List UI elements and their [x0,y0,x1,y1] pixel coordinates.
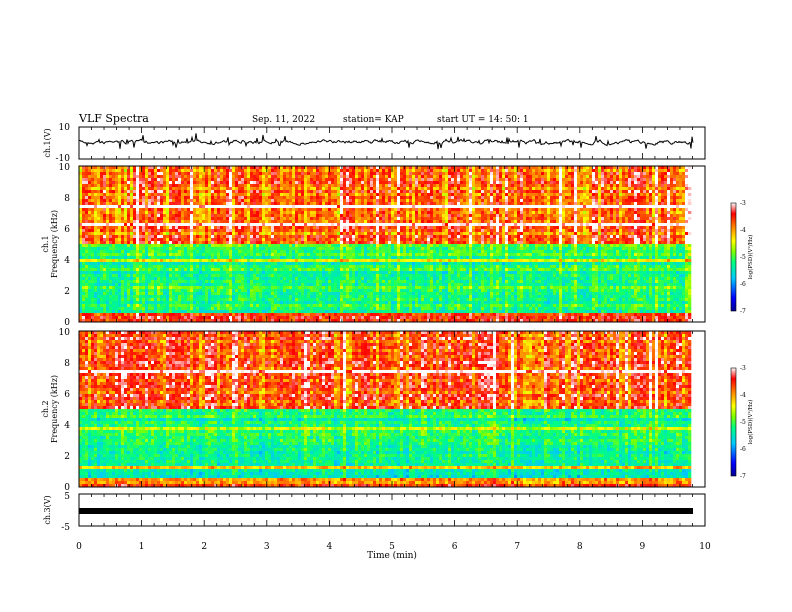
date-label: Sep. 11, 2022 [252,115,315,125]
x-axis-title: Time (min) [367,550,417,561]
ch1-cb-tick-m4: -4 [740,227,746,234]
ch2-cb-tick-m6: -6 [740,446,746,453]
ch2-spec-tick-2: 2 [64,452,70,462]
x-tick-label-7: 7 [514,542,520,552]
ch1-wave-ylabel: ch.1(V) [43,128,52,157]
x-tick-label-1: 1 [139,542,145,552]
x-axis-labels: 0 1 2 3 4 5 6 7 8 9 10 Time (min) [76,542,711,561]
ch2-colorbar: -3 -4 -5 -6 -7 log(PSD)(V²/Hz) [730,365,754,480]
ch2-cb-tick-m3: -3 [740,365,746,372]
ch2-spec-tick-8: 8 [64,359,70,369]
ch3-waveform-panel: 5 -5 ch.3(V) [43,492,706,533]
ch2-cb-tick-m4: -4 [740,392,746,399]
ch1-waveform-panel: 10 -10 ch.1(V) [43,123,706,164]
ch2-cb-tick-m5: -5 [740,419,746,426]
x-tick-label-8: 8 [577,542,583,552]
station-label: station= KAP [343,115,404,125]
x-tick-label-4: 4 [327,542,333,552]
x-tick-label-0: 0 [76,542,82,552]
ch1-spec-ylabel-channel: ch.1 [41,235,50,252]
ch3-wave-tick-top: 5 [64,492,70,502]
ch1-cb-tick-m3: -3 [740,200,746,207]
ch1-cb-tick-m7: -7 [740,308,746,315]
ch1-spectrum-panel: 10 8 6 4 2 0 ch.1 Frequency (kHz) [41,163,706,328]
figure-title: VLF Spectra [78,112,149,125]
ch3-wave-tick-bottom: -5 [61,523,70,533]
ch1-wave-tick-top: 10 [59,123,71,133]
start-ut-label: start UT = 14: 50: 1 [437,115,529,125]
ch2-colorbar-gradient [730,367,737,477]
ch1-cb-tick-m5: -5 [740,254,746,261]
ch2-cb-tick-m7: -7 [740,473,746,480]
ch2-spec-tick-10: 10 [59,328,71,338]
ch1-colorbar: -3 -4 -5 -6 -7 log(PSD)(V²/Hz) [730,200,754,315]
x-tick-label-3: 3 [264,542,270,552]
ch1-spec-tick-0: 0 [64,318,70,328]
x-tick-label-2: 2 [201,542,207,552]
ch2-colorbar-label: log(PSD)(V²/Hz) [747,400,754,445]
ch1-spectrogram [79,166,705,323]
ch2-spec-tick-4: 4 [64,421,70,431]
ch2-spec-ylabel-frequency: Frequency (kHz) [50,375,59,443]
ch3-wave-ylabel: ch.3(V) [43,495,52,524]
x-tick-label-9: 9 [640,542,646,552]
ch1-spec-tick-10: 10 [59,163,71,173]
ch1-spec-tick-4: 4 [64,256,70,266]
ch2-spec-tick-6: 6 [64,390,70,400]
ch1-colorbar-label: log(PSD)(V²/Hz) [747,235,754,280]
ch1-colorbar-gradient [730,202,737,312]
ch1-spec-ylabel-frequency: Frequency (kHz) [50,210,59,278]
ch3-waveform-line [79,508,693,514]
x-tick-label-6: 6 [452,542,458,552]
ch1-cb-tick-m6: -6 [740,281,746,288]
ch2-spectrum-panel: 10 8 6 4 2 0 ch.2 Frequency (kHz) [41,328,706,493]
ch1-spec-tick-2: 2 [64,287,70,297]
ch1-spec-tick-6: 6 [64,225,70,235]
ch1-spec-tick-8: 8 [64,194,70,204]
ch2-spectrogram [79,331,705,488]
ch2-spec-ylabel-channel: ch.2 [41,400,50,417]
x-tick-label-10: 10 [699,542,711,552]
